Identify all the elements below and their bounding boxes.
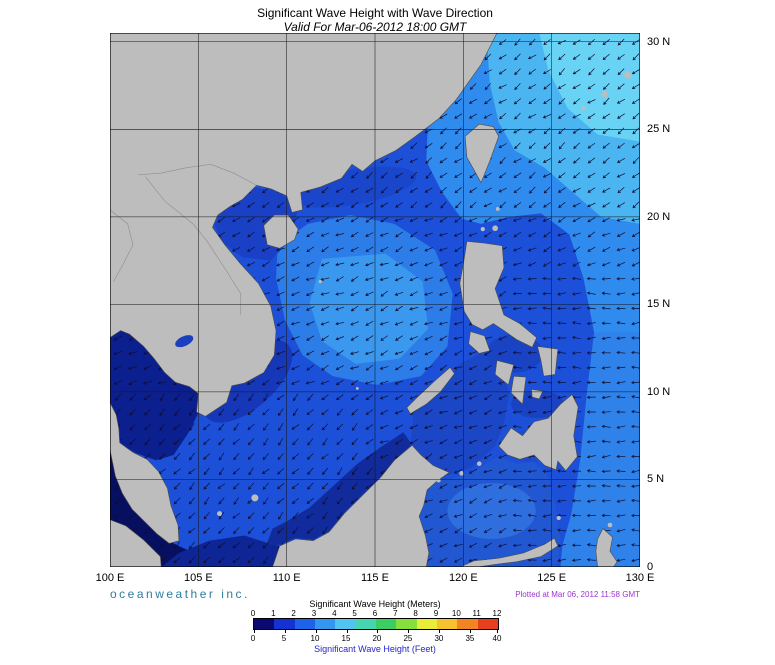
meters-tick-label: 10	[451, 609, 461, 618]
meters-tick-label: 7	[393, 609, 398, 618]
x-axis-tick-label: 100 E	[95, 572, 125, 584]
feet-tick-label: 0	[250, 634, 256, 643]
landmass-asia-mainland	[110, 33, 498, 417]
meters-tick-label: 0	[250, 609, 256, 618]
landmass-malay-peninsula	[110, 402, 180, 544]
island-samar-leyte	[537, 346, 559, 377]
legend-colorbar	[253, 618, 499, 630]
y-axis-tick-label: 10 N	[647, 385, 671, 398]
legend-feet-tick-labels: 0 5 10 15 20 25 30 35 40	[250, 634, 502, 643]
colorbar-segment	[274, 619, 295, 629]
colorbar-segment	[396, 619, 417, 629]
x-axis-tick-label: 105 E	[183, 572, 213, 584]
map-canvas	[110, 33, 640, 567]
legend-feet-title: Significant Wave Height (Feet)	[314, 644, 436, 654]
meters-tick-label: 4	[332, 609, 337, 618]
meters-tick-label: 1	[271, 609, 276, 618]
colorbar-segment	[314, 619, 336, 629]
feet-tickmark	[497, 630, 498, 633]
colorbar-segment	[436, 619, 458, 629]
ocean-mindanao-pacific	[560, 332, 640, 567]
small-islands	[217, 71, 632, 528]
y-axis-tick-label: 5 N	[647, 473, 665, 486]
colorbar-segment	[294, 619, 315, 629]
meters-tick-label: 11	[472, 609, 481, 618]
feet-tickmark	[408, 630, 410, 633]
x-axis-tick-label: 130 E	[625, 572, 655, 584]
land-layer	[110, 33, 632, 567]
legend-feet-tickmarks	[254, 630, 498, 633]
island-sumatra	[110, 519, 162, 567]
oceanweather-logo-text: oceanweather inc.	[110, 587, 250, 601]
colorbar-segment	[457, 619, 478, 629]
island-sulawesi-north	[459, 537, 559, 567]
feet-tickmark	[254, 630, 255, 633]
ocean-java-sea-dark	[161, 535, 280, 567]
feet-tickmark	[315, 630, 317, 633]
y-axis-tick-label: 15 N	[647, 298, 671, 311]
meters-tick-label: 6	[372, 609, 378, 618]
x-axis-tick-label: 115 E	[361, 572, 389, 584]
island-hainan	[263, 214, 299, 249]
lake-tonle-sap	[175, 335, 194, 348]
ocean-borneo-shelf-dark	[267, 432, 413, 546]
x-axis-tick-label: 125 E	[537, 572, 567, 584]
y-axis-tick-label: 25 N	[647, 123, 671, 136]
feet-tick-label: 10	[310, 634, 320, 643]
colorbar-segment	[477, 619, 498, 629]
legend-meters-title: Significant Wave Height (Meters)	[309, 599, 441, 609]
x-axis-tick-label: 120 E	[448, 572, 478, 584]
colorbar-segment	[335, 619, 356, 629]
chart-subtitle: Valid For Mar-06-2012 18:00 GMT	[283, 20, 467, 34]
feet-tick-label: 35	[465, 634, 475, 643]
grid-layer	[110, 33, 640, 567]
colorbar-segment	[355, 619, 376, 629]
island-taiwan	[464, 123, 500, 184]
legend-meters-tick-labels: 0 1 2 3 4 5 6 7 8 9 10 11 12	[250, 609, 502, 618]
feet-tickmark	[284, 630, 286, 633]
meters-tick-label: 5	[352, 609, 357, 618]
meters-tick-label: 12	[492, 609, 502, 618]
feet-tickmark	[377, 630, 379, 633]
colorbar-segment	[416, 619, 437, 629]
feet-tick-label: 30	[434, 634, 444, 643]
feet-tickmark	[346, 630, 348, 633]
map-frame	[110, 33, 640, 567]
island-mindoro	[468, 331, 491, 354]
y-axis-tick-label: 20 N	[647, 210, 671, 223]
ocean-pacific-brightest	[539, 33, 640, 142]
meters-tick-label: 2	[291, 609, 296, 618]
colorbar-segment	[254, 619, 275, 629]
chart-title: Significant Wave Height with Wave Direct…	[257, 6, 493, 20]
island-palawan	[406, 366, 455, 415]
ocean-sulu-sea	[410, 353, 510, 480]
graticule-lines	[110, 33, 640, 567]
y-axis-tick-label: 30 N	[647, 35, 671, 48]
island-mindanao	[498, 394, 579, 472]
island-borneo	[272, 444, 450, 567]
x-axis-tick-label: 110 E	[272, 572, 301, 584]
feet-tickmark	[439, 630, 441, 633]
feet-tick-label: 20	[372, 634, 382, 643]
island-halmahera	[595, 527, 618, 567]
y-axis-tick-label: 0	[647, 560, 654, 573]
feet-tick-label: 5	[281, 634, 287, 643]
feet-tick-label: 40	[492, 634, 502, 643]
meters-tick-label: 3	[311, 609, 317, 618]
feet-tick-label: 15	[341, 634, 351, 643]
meters-tick-label: 8	[413, 609, 418, 618]
island-negros	[510, 375, 527, 405]
feet-tick-label: 25	[403, 634, 413, 643]
island-panay	[494, 360, 515, 386]
plotted-timestamp: Plotted at Mar 06, 2012 11:58 GMT	[515, 590, 640, 599]
feet-tickmark	[470, 630, 472, 633]
meters-tick-label: 9	[433, 609, 439, 618]
ocean-celebes-light	[447, 482, 536, 539]
colorbar-segment	[375, 619, 397, 629]
